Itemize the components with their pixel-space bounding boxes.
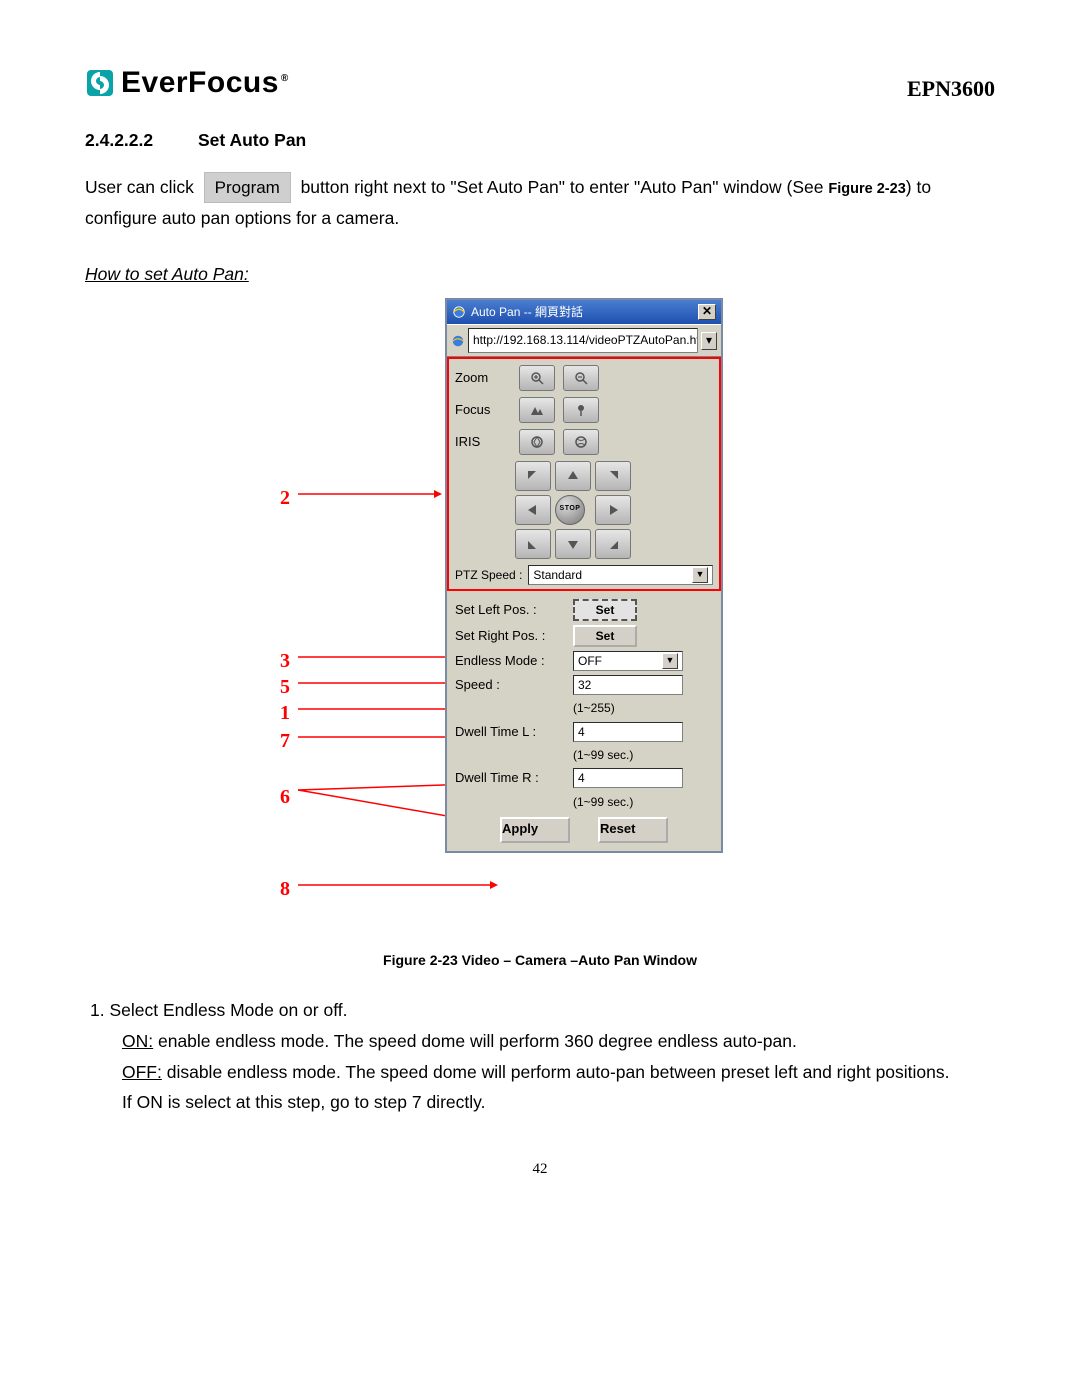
iris-close-button[interactable] — [563, 429, 599, 455]
intro-pre: User can click — [85, 177, 194, 197]
howto-heading: How to set Auto Pan: — [85, 259, 995, 290]
dwell-r-input[interactable]: 4 — [573, 768, 683, 788]
brand-name: EverFocus® — [121, 60, 289, 107]
section-number: 2.4.2.2.2 — [85, 130, 153, 150]
annotation-7: 7 — [280, 726, 290, 757]
zoom-out-button[interactable] — [563, 365, 599, 391]
iris-open-icon — [530, 435, 544, 449]
annotation-1: 1 — [280, 698, 290, 729]
pan-right-button[interactable] — [595, 495, 631, 525]
apply-button[interactable]: Apply — [500, 817, 570, 843]
setleft-label: Set Left Pos. : — [455, 600, 573, 620]
focus-label: Focus — [455, 400, 511, 420]
figure-caption: Figure 2-23 Video – Camera –Auto Pan Win… — [85, 950, 995, 972]
chevron-down-icon: ▼ — [662, 653, 678, 669]
model-number: EPN3600 — [907, 72, 995, 106]
pan-downright-button[interactable] — [595, 529, 631, 559]
left-icon — [526, 503, 540, 517]
iris-open-button[interactable] — [519, 429, 555, 455]
stop-button[interactable]: STOP — [555, 495, 585, 525]
page-number: 42 — [85, 1158, 995, 1181]
ptz-panel: Zoom Focus IRIS — [447, 357, 721, 591]
flower-icon — [574, 403, 588, 417]
autopan-form: Set Left Pos. : Set Set Right Pos. : Set… — [447, 591, 721, 851]
brand-icon — [85, 68, 115, 98]
zoom-out-icon — [574, 371, 588, 385]
endless-label: Endless Mode : — [455, 651, 573, 671]
close-button[interactable]: ✕ — [698, 304, 716, 320]
downright-icon — [606, 537, 620, 551]
zoom-in-icon — [530, 371, 544, 385]
step-1-note: If ON is select at this step, go to step… — [122, 1087, 995, 1118]
focus-near-button[interactable] — [563, 397, 599, 423]
endless-value: OFF — [578, 652, 602, 671]
program-button-inline: Program — [204, 172, 291, 204]
endless-dropdown[interactable]: OFF ▼ — [573, 651, 683, 671]
iris-close-icon — [574, 435, 588, 449]
dwell-l-label: Dwell Time L : — [455, 722, 573, 742]
reset-button[interactable]: Reset — [598, 817, 668, 843]
ptzspeed-dropdown[interactable]: Standard ▼ — [528, 565, 713, 585]
annotation-2: 2 — [280, 483, 290, 514]
zoom-label: Zoom — [455, 368, 511, 388]
window-titlebar: Auto Pan -- 網頁對話 ✕ — [447, 300, 721, 325]
upright-icon — [606, 469, 620, 483]
chevron-down-icon: ▼ — [692, 567, 708, 583]
brand-logo: EverFocus® — [85, 60, 289, 107]
ptzspeed-label: PTZ Speed : — [455, 566, 522, 585]
zoom-in-button[interactable] — [519, 365, 555, 391]
ie-page-icon — [451, 334, 465, 348]
intro-paragraph: User can click Program button right next… — [85, 172, 995, 234]
right-icon — [606, 503, 620, 517]
direction-pad: STOP — [515, 461, 713, 559]
arrow-2 — [298, 489, 442, 499]
setright-button[interactable]: Set — [573, 625, 637, 647]
pan-up-button[interactable] — [555, 461, 591, 491]
speed-hint: (1~255) — [573, 699, 713, 718]
off-label: OFF: — [122, 1062, 162, 1082]
registered-mark: ® — [281, 73, 289, 84]
pan-downleft-button[interactable] — [515, 529, 551, 559]
pan-upright-button[interactable] — [595, 461, 631, 491]
speed-input[interactable]: 32 — [573, 675, 683, 695]
figure-container: 2 3 5 1 7 6 8 — [220, 298, 860, 938]
step-1-on: ON: enable endless mode. The speed dome … — [122, 1026, 995, 1057]
pan-left-button[interactable] — [515, 495, 551, 525]
ptzspeed-value: Standard — [533, 566, 582, 585]
step-1-head: 1. Select Endless Mode on or off. — [90, 995, 995, 1026]
downleft-icon — [526, 537, 540, 551]
address-bar: http://192.168.13.114/videoPTZAutoPan.ht… — [447, 324, 721, 357]
upleft-icon — [526, 469, 540, 483]
setright-label: Set Right Pos. : — [455, 626, 573, 646]
setleft-button[interactable]: Set — [573, 599, 637, 621]
annotation-8: 8 — [280, 874, 290, 905]
pan-upleft-button[interactable] — [515, 461, 551, 491]
pan-down-button[interactable] — [555, 529, 591, 559]
annotation-6: 6 — [280, 782, 290, 813]
window-title: Auto Pan -- 網頁對話 — [471, 303, 583, 322]
arrow-8 — [298, 880, 498, 890]
section-heading: 2.4.2.2.2 Set Auto Pan — [85, 127, 995, 154]
ie-icon — [452, 305, 466, 319]
speed-label: Speed : — [455, 675, 573, 695]
focus-far-button[interactable] — [519, 397, 555, 423]
dwell-r-hint: (1~99 sec.) — [573, 793, 713, 812]
section-title: Set Auto Pan — [198, 130, 306, 150]
steps-list: 1. Select Endless Mode on or off. ON: en… — [85, 995, 995, 1118]
mountain-icon — [529, 404, 545, 416]
down-icon — [566, 537, 580, 551]
url-input[interactable]: http://192.168.13.114/videoPTZAutoPan.ht… — [468, 328, 698, 353]
page-header: EverFocus® EPN3600 — [85, 60, 995, 107]
step-1-off: OFF: disable endless mode. The speed dom… — [122, 1057, 995, 1088]
figure-ref: Figure 2-23 — [828, 181, 905, 197]
up-icon — [566, 469, 580, 483]
url-dropdown[interactable]: ▾ — [701, 332, 717, 350]
on-label: ON: — [122, 1031, 153, 1051]
iris-label: IRIS — [455, 432, 511, 452]
dwell-l-hint: (1~99 sec.) — [573, 746, 713, 765]
autopan-window: Auto Pan -- 網頁對話 ✕ http://192.168.13.114… — [445, 298, 723, 854]
intro-mid: button right next to "Set Auto Pan" to e… — [301, 177, 824, 197]
dwell-r-label: Dwell Time R : — [455, 768, 573, 788]
dwell-l-input[interactable]: 4 — [573, 722, 683, 742]
